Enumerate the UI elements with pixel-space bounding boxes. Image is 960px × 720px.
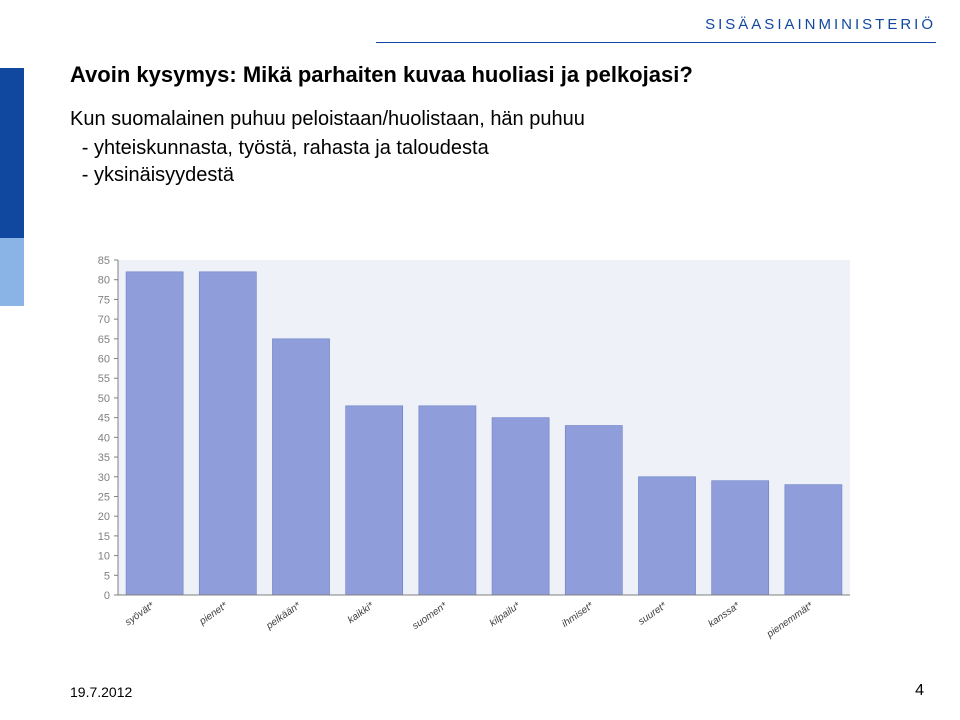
svg-text:85: 85 (98, 255, 110, 267)
header-rule (376, 42, 936, 43)
svg-text:40: 40 (98, 432, 110, 444)
svg-text:kaikki*: kaikki* (346, 600, 377, 626)
svg-text:0: 0 (104, 590, 110, 602)
svg-text:pienet*: pienet* (197, 600, 231, 628)
svg-text:kanssa*: kanssa* (706, 600, 742, 630)
ministry-name: SISÄASIAINMINISTERIÖ (705, 16, 936, 33)
svg-text:15: 15 (98, 531, 110, 543)
intro-line: Kun suomalainen puhuu peloistaan/huolist… (70, 106, 920, 133)
svg-text:20: 20 (98, 511, 110, 523)
bullet-list: yhteiskunnasta, työstä, rahasta ja talou… (70, 135, 920, 189)
svg-text:25: 25 (98, 491, 110, 503)
footer-page-number: 4 (915, 682, 924, 700)
left-ribbon-light (0, 238, 24, 306)
svg-text:pienemmät*: pienemmät* (764, 600, 816, 641)
svg-text:10: 10 (98, 551, 110, 563)
svg-text:suomen*: suomen* (410, 600, 450, 632)
list-item: yhteiskunnasta, työstä, rahasta ja talou… (94, 135, 920, 162)
svg-text:45: 45 (98, 413, 110, 425)
svg-text:60: 60 (98, 354, 110, 366)
left-ribbon-dark (0, 68, 24, 238)
bar-chart: 0 5 10 15 20 25 30 35 40 45 50 55 60 65 70 75 80 85 syövät… (70, 250, 870, 650)
svg-text:pelkään*: pelkään* (264, 600, 304, 633)
svg-text:30: 30 (98, 472, 110, 484)
header-ministry: SISÄASIAINMINISTERIÖ (705, 10, 936, 38)
list-item: yksinäisyydestä (94, 162, 920, 189)
svg-text:65: 65 (98, 334, 110, 346)
svg-text:5: 5 (104, 570, 110, 582)
svg-text:kilpailu*: kilpailu* (488, 600, 523, 629)
content-block: Avoin kysymys: Mikä parhaiten kuvaa huol… (70, 62, 920, 189)
svg-text:35: 35 (98, 452, 110, 464)
footer-date: 19.7.2012 (70, 684, 132, 700)
svg-text:syövät*: syövät* (123, 600, 157, 628)
svg-text:55: 55 (98, 373, 110, 385)
svg-text:suuret*: suuret* (636, 600, 669, 628)
svg-text:70: 70 (98, 314, 110, 326)
svg-text:80: 80 (98, 275, 110, 287)
svg-text:ihmiset*: ihmiset* (560, 600, 596, 630)
page-title: Avoin kysymys: Mikä parhaiten kuvaa huol… (70, 62, 920, 88)
svg-text:75: 75 (98, 294, 110, 306)
svg-text:50: 50 (98, 393, 110, 405)
